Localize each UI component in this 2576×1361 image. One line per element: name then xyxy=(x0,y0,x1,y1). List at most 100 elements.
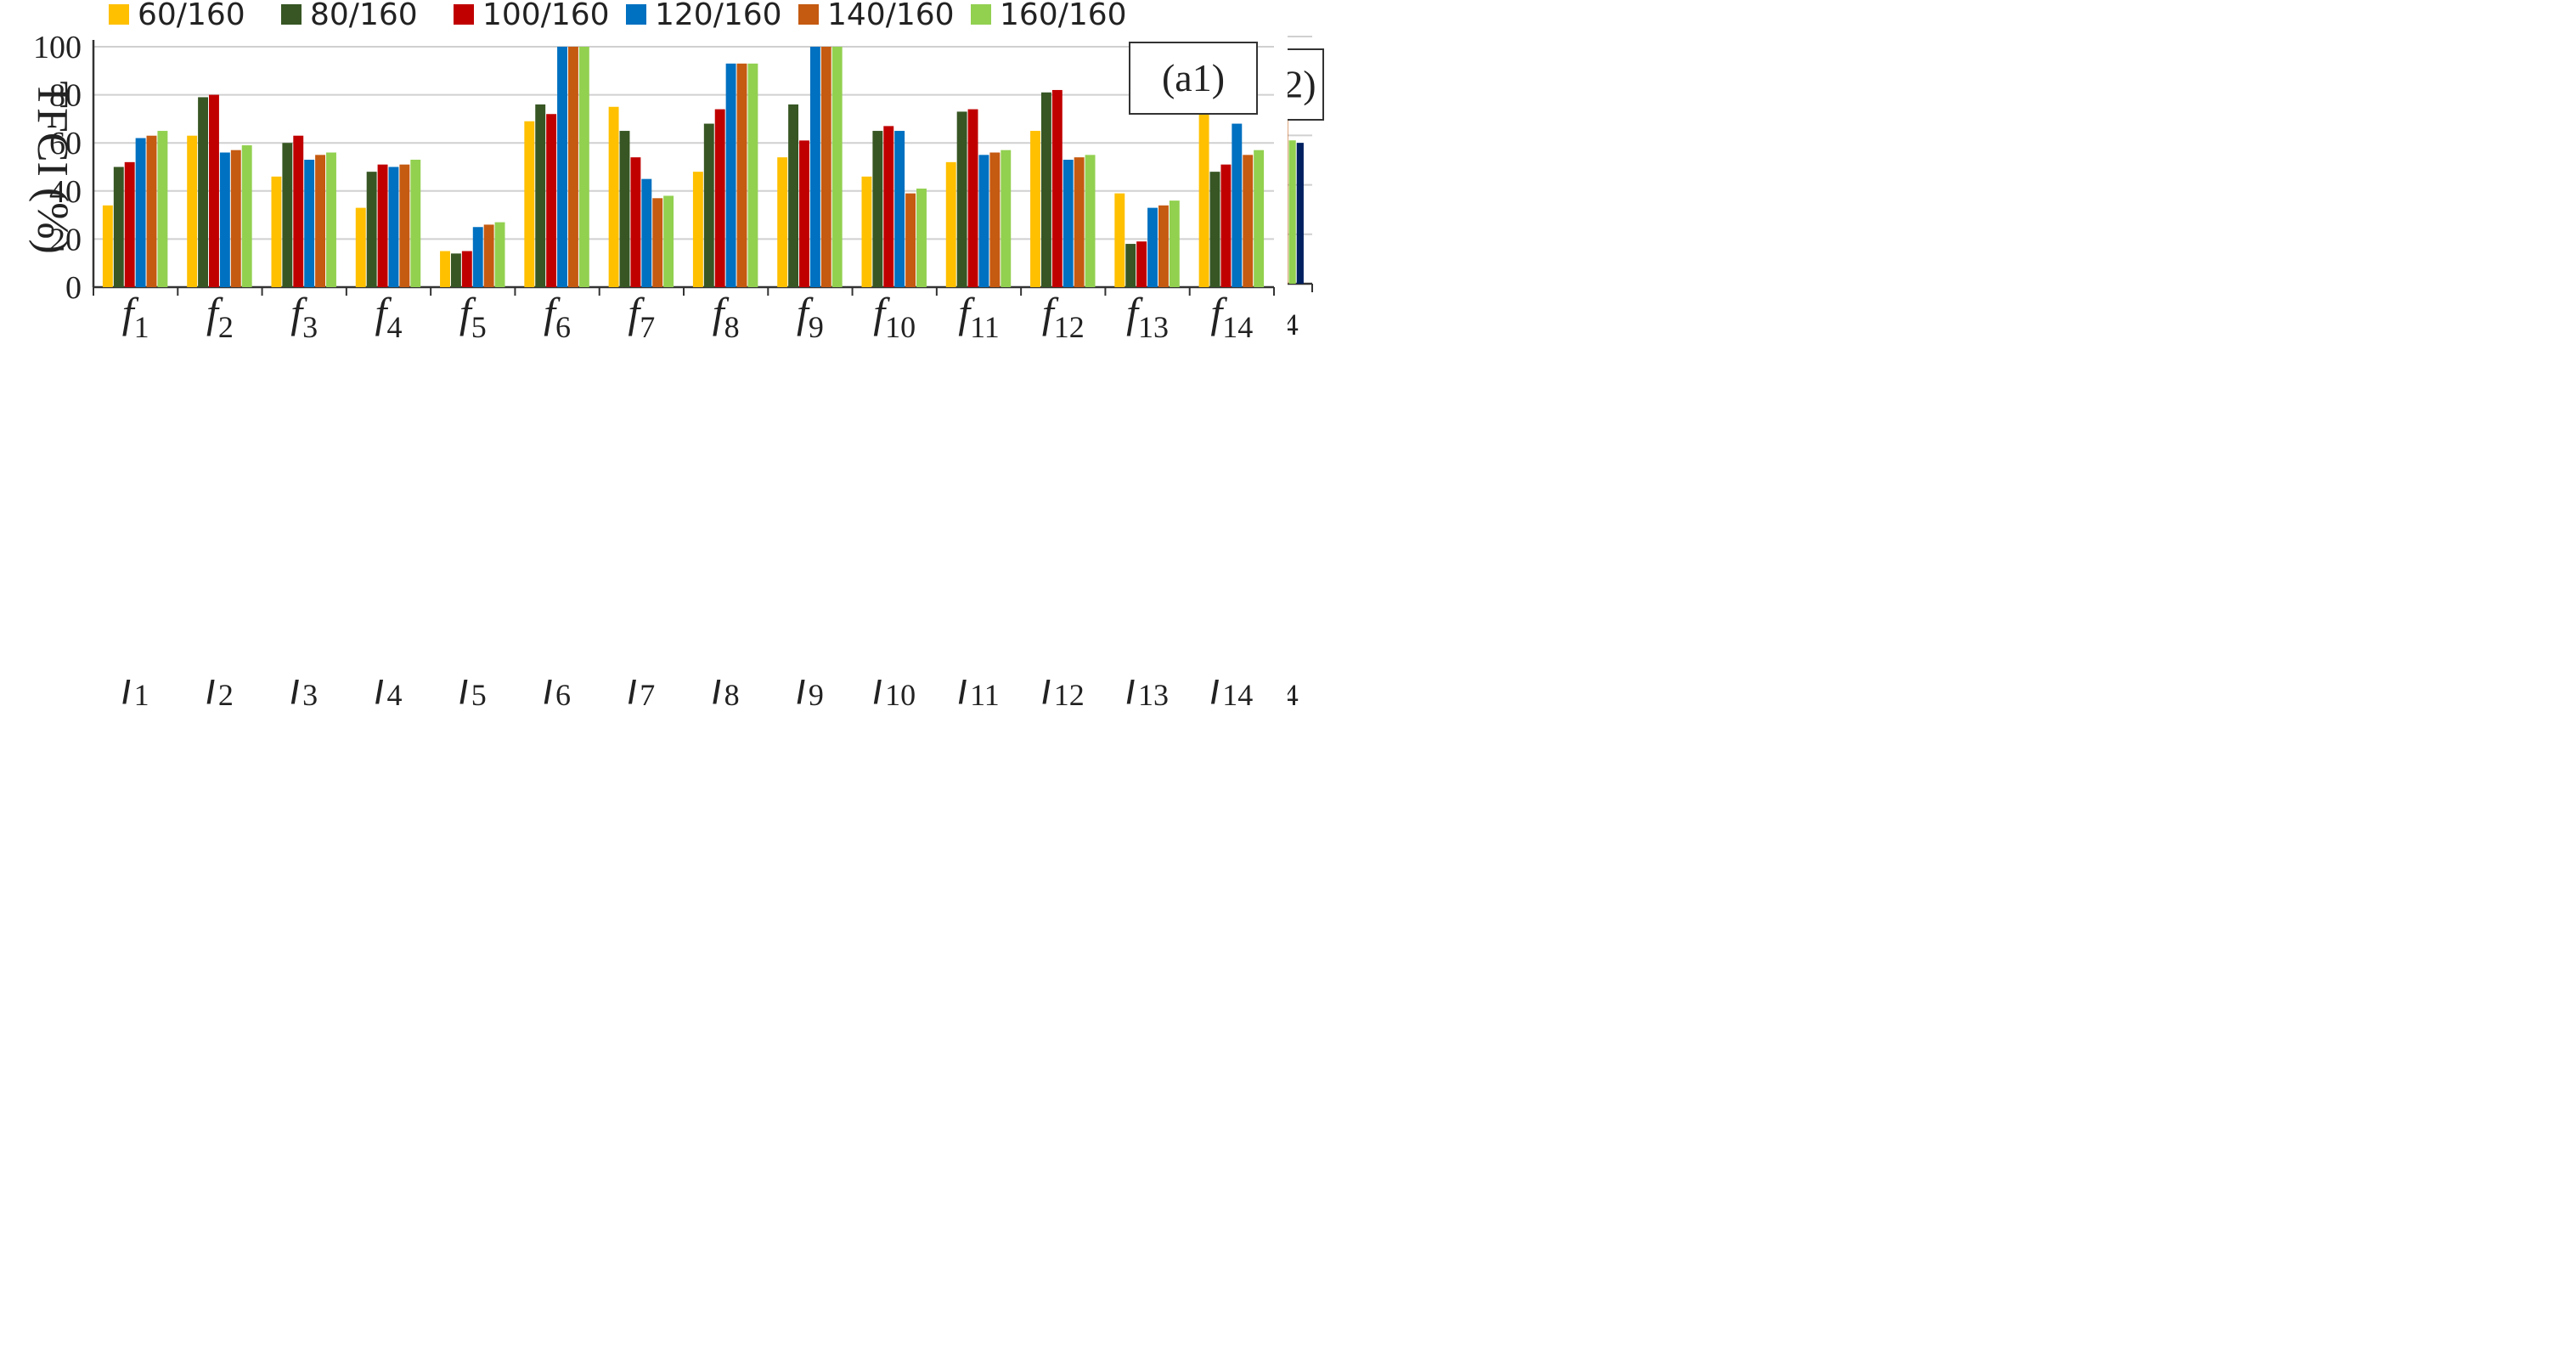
bar-a1-160-160-f11 xyxy=(1001,150,1012,287)
bar-a1-80-160-f3 xyxy=(282,143,293,287)
panel-tag-box xyxy=(1129,42,1258,115)
legend-swatch xyxy=(281,4,302,25)
bar-a1-160-160-f14 xyxy=(1254,150,1265,287)
bar-a1-140-160-f13 xyxy=(1158,205,1169,287)
bar-a1-120-160-f7 xyxy=(641,178,652,287)
chart-panel-b2: 020406080100f1f2f3f4f5f6f7f8f9f10f11f12f… xyxy=(1288,680,2576,1361)
bar-a1-120-160-f13 xyxy=(1147,207,1158,287)
bar-a1-100-160-f6 xyxy=(546,114,557,287)
x-category-label: f2 xyxy=(206,680,234,712)
panel-tag: (a2) xyxy=(1288,63,1316,106)
bar-a1-120-160-f9 xyxy=(809,47,820,287)
bar-a1-60-160-f4 xyxy=(355,207,366,287)
legend-label: 120/160 xyxy=(655,0,782,32)
legend-swatch xyxy=(971,4,991,25)
x-category-label: f14 xyxy=(1288,680,1299,712)
x-category-label: f6 xyxy=(544,680,571,712)
y-tick-label: 60 xyxy=(49,126,82,161)
bar-a1-60-160-f3 xyxy=(271,176,282,287)
x-category-label: f14 xyxy=(1288,286,1299,342)
legend-swatch xyxy=(454,4,474,25)
bar-a1-140-160-f9 xyxy=(820,47,831,287)
bar-a1-80-160-f2 xyxy=(198,97,209,288)
bar-a1-60-160-f1 xyxy=(102,205,113,287)
bar-a1-80-160-f1 xyxy=(113,167,124,287)
bar-a1-120-160-f5 xyxy=(472,227,483,287)
x-category-label: f6 xyxy=(544,289,571,344)
bar-a1-140-160-f3 xyxy=(315,155,326,287)
bar-a1-60-160-f6 xyxy=(524,121,535,287)
y-tick-label: 80 xyxy=(49,78,82,114)
bar-a1-120-160-f4 xyxy=(388,167,399,287)
bar-a1-140-160-f12 xyxy=(1074,157,1085,287)
panel-tag: (a1) xyxy=(1162,56,1225,99)
bar-a1-60-160-f14 xyxy=(1198,104,1209,287)
bar-a1-120-160-f3 xyxy=(304,160,315,287)
bar-a1-120-160-f14 xyxy=(1232,123,1243,287)
bar-a1-100-160-f10 xyxy=(883,126,894,287)
x-category-label: f7 xyxy=(628,680,655,712)
bar-a1-100-160-f2 xyxy=(209,94,219,287)
legend-swatch xyxy=(109,4,129,25)
chart-svg-a2: 020406080100f1f2f3f4f5f6f7f8f9f10f11f12f… xyxy=(1288,36,1324,342)
bar-a1-140-160-f5 xyxy=(483,224,494,287)
bar-a1-140-160-f1 xyxy=(146,135,157,287)
bar-a1-80-160-f14 xyxy=(1209,172,1220,287)
bar-a1-120-160-f12 xyxy=(1063,160,1074,287)
y-tick-label: 0 xyxy=(65,270,82,306)
bar-a1-120-160-f8 xyxy=(725,63,736,287)
x-category-label: f14 xyxy=(1210,289,1253,344)
bar-a1-60-160-f5 xyxy=(440,251,450,287)
x-category-label: f3 xyxy=(290,289,318,344)
bar-a1-60-160-f12 xyxy=(1030,131,1040,287)
bar-a1-80-160-f5 xyxy=(450,253,461,287)
x-category-label: f11 xyxy=(958,289,1000,344)
x-category-label: f5 xyxy=(459,680,487,712)
x-category-label: f14 xyxy=(1210,680,1253,712)
legend-label: 80/160 xyxy=(310,0,418,32)
bar-a2-280-f14 xyxy=(1288,140,1296,284)
bar-a1-140-160-f2 xyxy=(230,150,241,287)
bar-a1-120-160-f11 xyxy=(978,155,989,287)
x-category-label: f9 xyxy=(797,680,824,712)
y-axis-label: TFCI (%) xyxy=(28,81,76,254)
x-category-label: f2 xyxy=(206,289,234,344)
bar-a1-80-160-f7 xyxy=(619,131,630,287)
bar-a1-60-160-f7 xyxy=(608,106,619,287)
bar-a1-120-160-f6 xyxy=(557,47,567,287)
bar-a1-100-160-f11 xyxy=(967,109,978,287)
bar-a1-120-160-f1 xyxy=(135,138,146,287)
bar-a1-100-160-f12 xyxy=(1051,89,1063,287)
x-category-label: f12 xyxy=(1042,680,1085,712)
bar-a1-160-160-f9 xyxy=(831,47,843,287)
bar-a1-160-160-f3 xyxy=(326,152,336,287)
bar-a1-80-160-f10 xyxy=(872,131,883,287)
chart-svg-b2: 020406080100f1f2f3f4f5f6f7f8f9f10f11f12f… xyxy=(1288,680,1299,712)
bar-a1-80-160-f13 xyxy=(1125,244,1136,287)
bar-a1-160-160-f4 xyxy=(410,160,421,287)
chart-panel-b1: 020406080100f1f2f3f4f5f6f7f8f9f10f11f12f… xyxy=(0,680,1288,1361)
bar-a1-160-160-f6 xyxy=(578,47,589,287)
x-category-label: f13 xyxy=(1126,289,1169,344)
bar-a1-100-160-f3 xyxy=(293,135,304,287)
x-category-label: f3 xyxy=(290,680,318,712)
bar-a1-140-160-f4 xyxy=(399,164,410,287)
bar-a1-160-160-f1 xyxy=(157,131,168,287)
bar-a1-100-160-f14 xyxy=(1220,164,1232,287)
bar-a1-100-160-f7 xyxy=(630,157,641,287)
bar-a1-160-160-f2 xyxy=(241,145,252,287)
bar-a1-80-160-f11 xyxy=(956,111,967,287)
bar-a1-60-160-f11 xyxy=(945,161,956,287)
bar-a1-140-160-f6 xyxy=(567,47,578,287)
bar-a1-80-160-f12 xyxy=(1040,92,1051,288)
bar-a1-100-160-f8 xyxy=(714,109,725,287)
x-category-label: f1 xyxy=(122,289,149,344)
bar-a1-120-160-f10 xyxy=(894,131,905,287)
bar-a1-160-160-f5 xyxy=(494,222,505,287)
bar-a1-80-160-f4 xyxy=(366,172,377,287)
bar-a1-140-160-f8 xyxy=(736,63,747,287)
x-category-label: f10 xyxy=(873,289,916,344)
bar-a1-160-160-f7 xyxy=(663,195,674,287)
legend-swatch xyxy=(626,4,646,25)
bar-a1-60-160-f10 xyxy=(861,176,872,287)
